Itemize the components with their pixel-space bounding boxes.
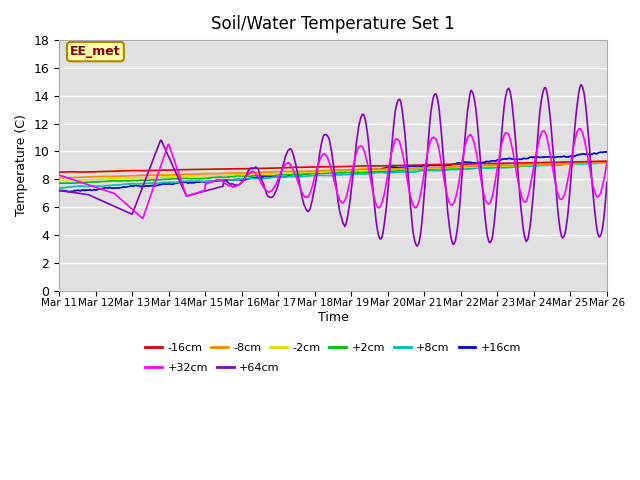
X-axis label: Time: Time <box>317 311 348 324</box>
Legend: +32cm, +64cm: +32cm, +64cm <box>141 359 284 378</box>
Title: Soil/Water Temperature Set 1: Soil/Water Temperature Set 1 <box>211 15 455 33</box>
Text: EE_met: EE_met <box>70 45 121 58</box>
Y-axis label: Temperature (C): Temperature (C) <box>15 114 28 216</box>
